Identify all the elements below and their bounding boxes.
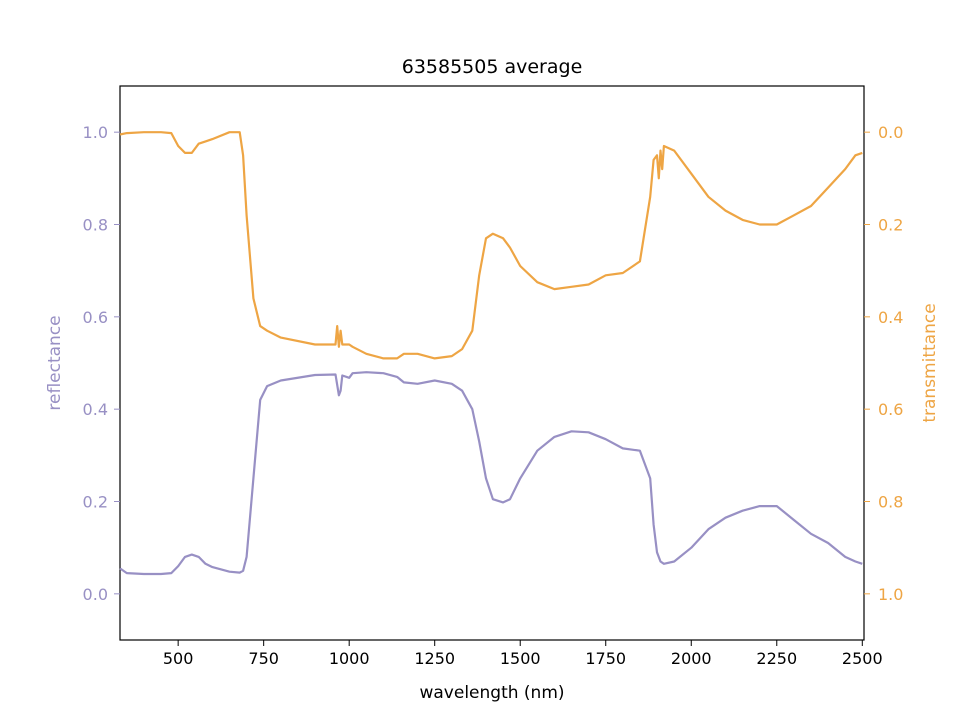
y-left-tick-label: 0.6 [83,308,108,327]
y-left-tick-label: 1.0 [83,123,108,142]
y-right-tick-label: 0.0 [878,123,903,142]
x-tick-label: 2000 [671,649,712,668]
x-tick-label: 1000 [329,649,370,668]
x-axis-label: wavelength (nm) [419,683,564,703]
y-axis-label-right: transmittance [920,303,940,422]
y-right-tick-label: 0.8 [878,493,903,512]
y-right-tick-label: 0.2 [878,216,903,235]
x-tick-label: 1250 [414,649,455,668]
x-tick-label: 500 [163,649,194,668]
series-line-transmittance [119,131,863,360]
y-left-tick-label: 0.8 [83,216,108,235]
plot-frame [119,85,865,641]
x-tick-label: 2250 [756,649,797,668]
y-axis-label-left: reflectance [45,315,65,410]
tick-layer: 500 750 1000 1250 1500 1750 2000 2250 2500 0.0 0.2… [83,123,904,668]
x-tick-label: 1750 [585,649,626,668]
x-tick-label: 1500 [500,649,541,668]
y-left-tick-label: 0.0 [83,585,108,604]
y-right-tick-label: 1.0 [878,585,903,604]
y-left-tick-label: 0.2 [83,493,108,512]
series-line-reflectance [119,371,863,576]
chart-title: 63585505 average [402,56,583,78]
series-layer [119,131,863,576]
y-right-tick-label: 0.4 [878,308,903,327]
x-tick-label: 750 [248,649,279,668]
y-right-tick-label: 0.6 [878,400,903,419]
x-tick-label: 2500 [842,649,883,668]
y-left-tick-label: 0.4 [83,400,108,419]
